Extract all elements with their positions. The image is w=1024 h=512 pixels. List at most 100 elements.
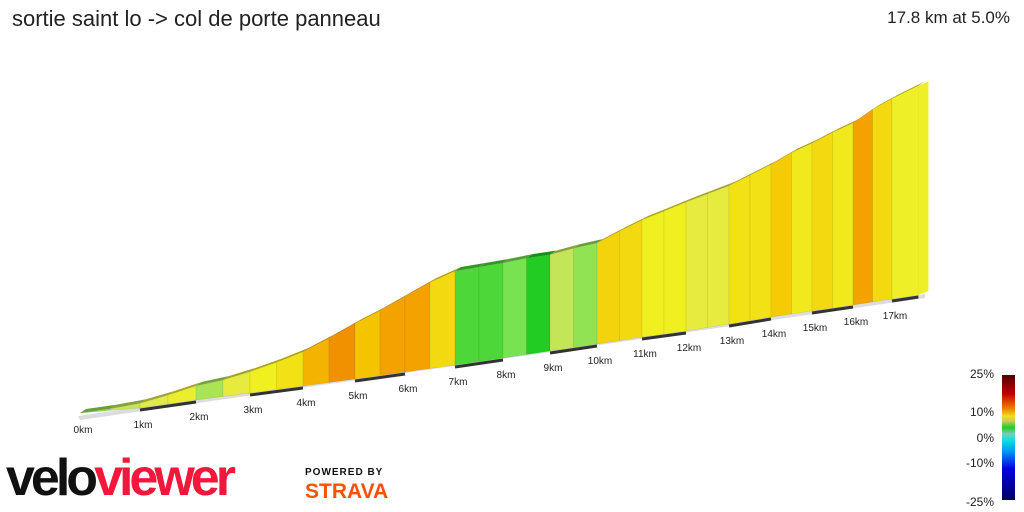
x-tick-label: 2km (190, 412, 209, 423)
gradient-segment-top (892, 81, 925, 99)
gradient-segment-top (380, 292, 411, 311)
gradient-color-legend (1002, 375, 1015, 500)
x-tick-label: 6km (399, 384, 418, 395)
gradient-segment (573, 242, 598, 348)
gradient-segment (526, 254, 551, 355)
gradient-segment-top (664, 198, 692, 212)
gradient-segment-top (303, 334, 335, 352)
gradient-segment-top (250, 358, 283, 372)
km-band (891, 295, 919, 303)
page-title: sortie saint lo -> col de porte panneau (12, 6, 381, 31)
gradient-segment-top (550, 244, 580, 255)
x-tick-label: 13km (720, 336, 744, 347)
gradient-segment (478, 262, 504, 362)
gradient-segment-top (771, 148, 798, 165)
gradient-segment-top (619, 215, 648, 232)
gradient-segment-top (329, 319, 361, 339)
gradient-segment-top (455, 262, 485, 272)
gradient-segment-top (526, 250, 556, 259)
x-tick-label: 17km (883, 311, 907, 322)
x-tick-label: 8km (497, 370, 516, 381)
x-tick-label: 10km (588, 356, 612, 367)
x-tick-label: 9km (544, 363, 563, 374)
gradient-segment-top (642, 207, 670, 220)
gradient-segment-top (168, 381, 202, 396)
gradient-segment (891, 85, 919, 300)
strava-logo: STRAVA (305, 480, 389, 503)
climb-summary: 17.8 km at 5.0% (887, 8, 1010, 27)
gradient-segment-top (686, 189, 714, 203)
km-band (549, 344, 598, 355)
legend-label-minus25: -25% (965, 495, 994, 509)
x-tick-label: 11km (633, 349, 657, 360)
gradient-segment (641, 210, 665, 338)
gradient-segment (549, 247, 574, 352)
gradient-segment-top (853, 105, 879, 123)
gradient-segment (663, 201, 687, 335)
gradient-segment-top (729, 171, 756, 186)
x-tick-label: 14km (762, 329, 786, 340)
gradient-segment (791, 142, 813, 315)
x-tick-label: 7km (449, 377, 468, 388)
gradient-segment (811, 132, 833, 312)
gradient-segment-top (140, 391, 174, 404)
km-band (139, 400, 197, 412)
gradient-segment-top (573, 238, 603, 249)
gradient-segment (276, 351, 304, 390)
gradient-segment (749, 164, 772, 321)
x-tick-label: 16km (844, 317, 868, 328)
gradient-segment-top (707, 181, 735, 194)
gradient-segment (852, 108, 873, 306)
gradient-segment (454, 266, 480, 366)
gradient-segment-top (223, 367, 256, 380)
gradient-segment-top (750, 160, 777, 176)
gradient-segment (596, 230, 620, 345)
gradient-segment-top (503, 254, 533, 263)
legend-label-25: 25% (969, 367, 994, 381)
gradient-segment (685, 193, 708, 332)
x-tick-label: 1km (134, 420, 153, 431)
gradient-segment-top (80, 404, 116, 413)
gradient-segment (328, 323, 356, 383)
gradient-segment-top (110, 399, 146, 409)
x-tick-label: 15km (803, 323, 827, 334)
km-band (728, 317, 772, 328)
km-band (249, 386, 304, 397)
gradient-segment (404, 281, 431, 373)
gradient-segment (770, 152, 792, 318)
gradient-segment-top (355, 306, 386, 324)
x-tick-label: 0km (74, 425, 93, 436)
veloviewer-logo: veloviewer (6, 449, 236, 507)
gradient-segment-top (405, 278, 436, 297)
legend-label-10: 10% (969, 405, 994, 419)
powered-by-label: POWERED BY (305, 467, 384, 478)
x-tick-label: 4km (297, 398, 316, 409)
gradient-segment-top (832, 118, 859, 133)
x-tick-label: 12km (677, 343, 701, 354)
gradient-segment (619, 219, 643, 341)
legend-label-0: 0% (976, 431, 994, 445)
x-tick-label: 3km (244, 405, 263, 416)
km-band (354, 372, 406, 383)
gradient-segment-top (791, 139, 818, 153)
gradient-segment-top (479, 258, 509, 267)
gradient-segment-top (812, 128, 839, 144)
gradient-segment (502, 257, 527, 359)
gradient-segment (302, 337, 330, 387)
gradient-segment-top (430, 267, 461, 283)
gradient-segment-top (276, 347, 309, 363)
km-band (641, 331, 687, 341)
legend-label-minus10: -10% (965, 456, 994, 470)
gradient-segment-top (196, 375, 229, 386)
gradient-segment (728, 174, 751, 325)
profile-end-face (918, 81, 929, 295)
gradient-segment (832, 122, 854, 309)
km-band (454, 358, 504, 369)
gradient-segment (429, 270, 456, 369)
x-tick-label: 5km (349, 391, 368, 402)
gradient-segment-top (872, 94, 898, 110)
gradient-segment (707, 185, 730, 328)
gradient-segment (872, 98, 893, 303)
km-band (811, 305, 854, 315)
